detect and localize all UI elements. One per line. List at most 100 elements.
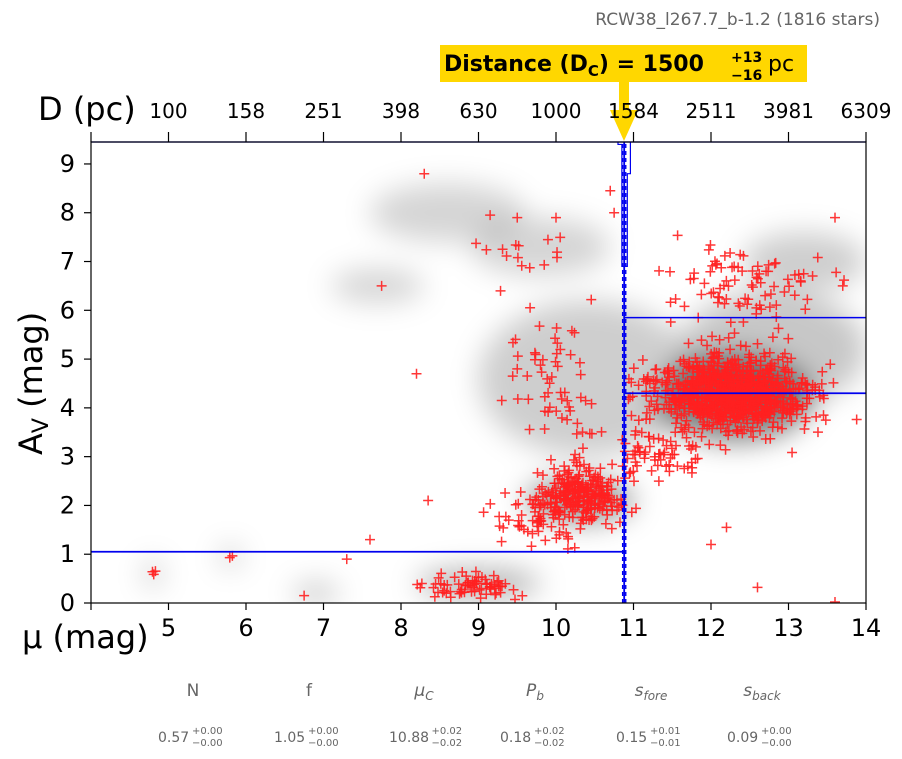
star-point <box>412 579 423 590</box>
star-point <box>495 285 506 296</box>
star-point <box>626 410 637 421</box>
star-point <box>543 406 554 417</box>
star-point <box>583 502 594 513</box>
star-point <box>735 340 746 351</box>
star-point <box>596 482 607 493</box>
star-point <box>729 379 740 390</box>
x-tick-label: 7 <box>316 614 331 642</box>
star-point <box>423 495 434 506</box>
star-point <box>341 554 352 565</box>
star-point <box>430 579 441 590</box>
star-point <box>537 354 548 365</box>
star-point <box>716 262 727 273</box>
star-point <box>710 390 721 401</box>
star-point <box>148 569 159 580</box>
star-point <box>544 378 555 389</box>
star-point <box>765 289 776 300</box>
star-point <box>603 477 614 488</box>
star-point <box>589 491 600 502</box>
star-point <box>563 533 574 544</box>
star-point <box>555 387 566 398</box>
star-point <box>667 449 678 460</box>
star-point <box>752 338 763 349</box>
star-point <box>658 434 669 445</box>
density-blob <box>370 183 525 243</box>
param-value: 0.57 +0.00 −0.00 <box>158 726 223 749</box>
star-point <box>481 244 492 255</box>
star-point <box>470 566 481 577</box>
star-point <box>672 461 683 472</box>
star-point <box>744 370 755 381</box>
star-point <box>784 378 795 389</box>
star-point <box>651 364 662 375</box>
y-tick-label: 5 <box>60 345 75 373</box>
star-point <box>742 299 753 310</box>
star-point <box>534 321 545 332</box>
star-point <box>743 372 754 383</box>
star-point <box>825 359 836 370</box>
star-point <box>476 571 487 582</box>
star-point <box>497 244 508 255</box>
star-point <box>453 579 464 590</box>
star-point <box>789 290 800 301</box>
star-point <box>512 252 523 263</box>
star-point <box>714 292 725 303</box>
star-point <box>551 212 561 223</box>
star-point <box>720 426 731 437</box>
star-point <box>817 366 828 377</box>
star-point <box>807 271 818 282</box>
star-point <box>558 519 569 530</box>
star-point <box>471 238 482 249</box>
star-point <box>733 359 744 370</box>
star-point <box>559 461 570 472</box>
star-point <box>698 372 709 383</box>
top-tick-label: 100 <box>149 99 187 123</box>
star-point <box>673 378 684 389</box>
star-point <box>433 572 444 583</box>
star-point <box>721 522 732 533</box>
star-point <box>719 298 730 309</box>
star-point <box>681 432 692 443</box>
star-point <box>574 357 585 368</box>
star-point <box>689 268 700 279</box>
star-point <box>537 470 548 481</box>
star-point <box>734 412 745 423</box>
star-point <box>795 276 806 287</box>
star-point <box>748 431 759 442</box>
star-point <box>652 460 663 471</box>
star-point <box>513 515 524 526</box>
star-point <box>490 589 501 600</box>
star-point <box>764 368 775 379</box>
star-point <box>551 252 562 263</box>
star-point <box>529 506 540 517</box>
star-point <box>763 259 774 270</box>
y-tick-label: 2 <box>60 491 75 519</box>
star-point <box>714 334 725 345</box>
star-point <box>654 265 665 276</box>
star-point <box>723 332 734 343</box>
star-point <box>661 399 672 410</box>
star-point <box>522 526 533 537</box>
top-tick-label: 398 <box>382 99 420 123</box>
star-point <box>729 275 740 286</box>
star-point <box>692 356 703 367</box>
star-point <box>737 396 748 407</box>
star-point <box>651 374 662 385</box>
star-point <box>474 584 485 595</box>
star-point <box>605 185 616 196</box>
star-point <box>641 407 652 418</box>
star-point <box>650 382 661 393</box>
star-point <box>715 283 726 294</box>
star-point <box>492 577 503 588</box>
star-point <box>524 424 535 435</box>
star-point <box>533 526 544 537</box>
star-point <box>747 405 758 416</box>
star-point <box>820 415 831 426</box>
star-point <box>772 422 783 433</box>
star-point <box>570 504 581 515</box>
star-point <box>712 413 723 424</box>
star-point <box>485 498 496 509</box>
star-point <box>575 481 586 492</box>
param-value: 10.88 +0.02 −0.02 <box>389 726 462 749</box>
star-point <box>756 386 767 397</box>
